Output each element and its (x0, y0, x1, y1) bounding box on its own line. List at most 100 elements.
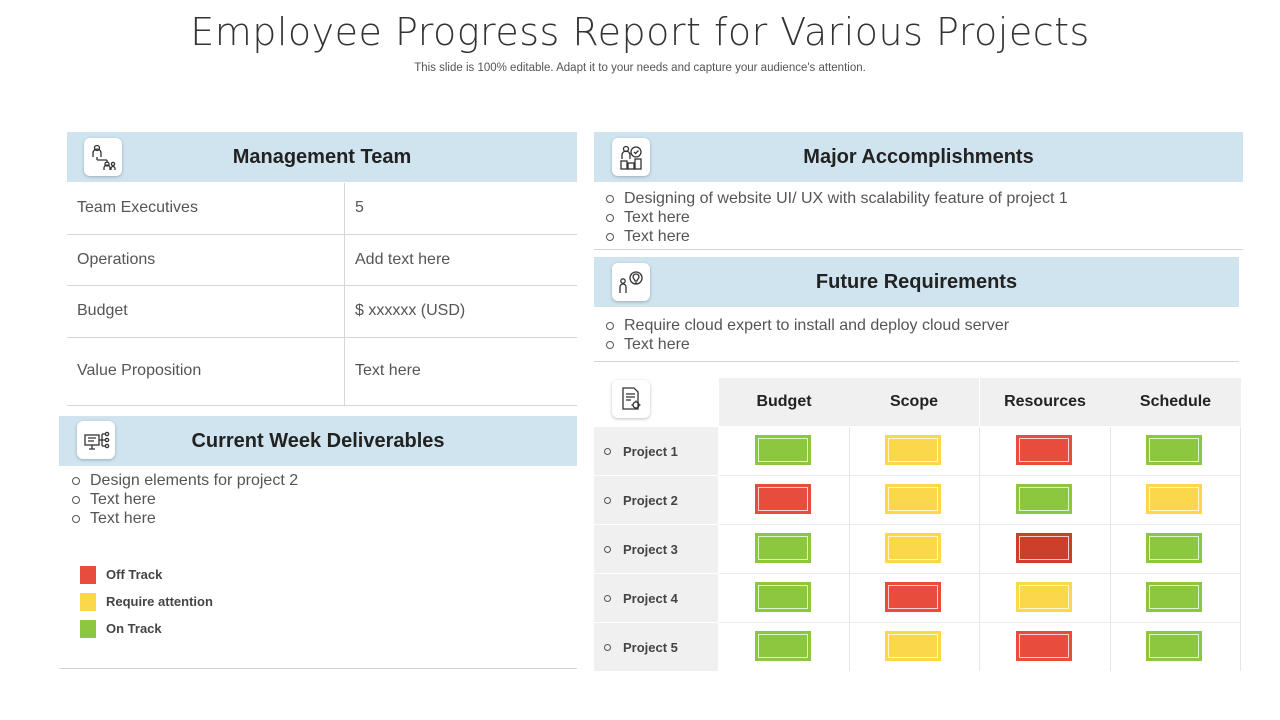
project-label: Project 3 (594, 525, 718, 573)
status-indicator-green (1016, 484, 1072, 514)
status-cell (980, 476, 1111, 524)
table-row: Project 1 (594, 427, 1241, 475)
status-cell (719, 623, 850, 671)
list-item: Design elements for project 2 (70, 471, 298, 490)
status-cell (849, 525, 980, 573)
status-indicator-green (755, 631, 811, 661)
status-cell (1110, 574, 1241, 622)
legend-swatch (80, 619, 96, 638)
divider (594, 361, 1239, 362)
list-item: Text here (70, 490, 298, 509)
project-label: Project 1 (594, 427, 718, 475)
status-cell (719, 427, 850, 475)
divider (719, 475, 1241, 476)
status-cell (849, 623, 980, 671)
presentation-network-icon (77, 421, 115, 459)
table-row: Project 2 (594, 476, 1241, 524)
status-cell (1110, 476, 1241, 524)
row-value: 5 (344, 183, 577, 235)
status-cell (719, 574, 850, 622)
project-label: Project 2 (594, 476, 718, 524)
deliverables-header: Current Week Deliverables (59, 416, 577, 466)
legend-swatch (80, 565, 96, 584)
status-cell (1110, 427, 1241, 475)
legend-swatch (80, 592, 96, 611)
accomplishments-title: Major Accomplishments (803, 145, 1034, 168)
management-team-header: Management Team (67, 132, 577, 182)
status-cell (980, 427, 1111, 475)
row-value: Text here (344, 337, 577, 406)
requirements-title: Future Requirements (815, 270, 1018, 293)
accomplishments-list: Designing of website UI/ UX with scalabi… (604, 189, 1068, 246)
list-item: Designing of website UI/ UX with scalabi… (604, 189, 1068, 208)
status-indicator-yellow (885, 533, 941, 563)
page-subtitle: This slide is 100% editable. Adapt it to… (414, 62, 866, 74)
accomplishments-header: Major Accomplishments (594, 132, 1243, 182)
team-hierarchy-icon (84, 138, 122, 176)
project-label: Project 5 (594, 623, 718, 671)
column-header-resources: Resources (980, 378, 1110, 426)
divider (719, 622, 1241, 623)
row-label: Operations (67, 234, 345, 286)
management-team-title: Management Team (232, 145, 412, 168)
divider (59, 668, 577, 669)
row-label: Value Proposition (67, 337, 345, 406)
row-label: Team Executives (67, 183, 345, 235)
status-cell (980, 525, 1111, 573)
table-row: Project 4 (594, 574, 1241, 622)
status-indicator-darkred (1016, 533, 1072, 563)
status-indicator-green (1146, 435, 1202, 465)
divider (719, 573, 1241, 574)
table-row: Operations Add text here (67, 234, 577, 286)
status-cell (849, 476, 980, 524)
status-cell (1110, 525, 1241, 573)
table-row: Team Executives 5 (67, 183, 577, 235)
status-cell (719, 525, 850, 573)
person-idea-icon (612, 263, 650, 301)
status-indicator-yellow (885, 631, 941, 661)
status-cell (980, 623, 1111, 671)
status-indicator-yellow (885, 484, 941, 514)
requirements-header: Future Requirements (594, 257, 1239, 307)
row-value: $ xxxxxx (USD) (344, 285, 577, 338)
status-legend: Off Track Require attention On Track (80, 561, 213, 642)
legend-item-on-track: On Track (80, 615, 213, 642)
requirements-list: Require cloud expert to install and depl… (604, 316, 1009, 354)
legend-item-off-track: Off Track (80, 561, 213, 588)
list-item: Text here (604, 208, 1068, 227)
table-row: Project 3 (594, 525, 1241, 573)
status-indicator-yellow (885, 435, 941, 465)
status-indicator-green (755, 582, 811, 612)
status-indicator-red (885, 582, 941, 612)
legend-item-require-attention: Require attention (80, 588, 213, 615)
page-title: Employee Progress Report for Various Pro… (190, 10, 1090, 54)
document-gear-icon (612, 380, 650, 418)
status-indicator-green (755, 435, 811, 465)
project-label: Project 4 (594, 574, 718, 622)
status-indicator-yellow (1016, 582, 1072, 612)
table-row: Project 5 (594, 623, 1241, 671)
status-indicator-red (1016, 435, 1072, 465)
divider (594, 249, 1243, 250)
status-cell (980, 574, 1111, 622)
column-header-scope: Scope (849, 378, 979, 426)
status-indicator-yellow (1146, 484, 1202, 514)
status-indicator-green (1146, 582, 1202, 612)
status-cell (849, 574, 980, 622)
list-item: Text here (604, 227, 1068, 246)
deliverables-title: Current Week Deliverables (191, 429, 445, 452)
list-item: Text here (604, 335, 1009, 354)
column-header-schedule: Schedule (1110, 378, 1241, 426)
status-indicator-red (755, 484, 811, 514)
table-row: Value Proposition Text here (67, 337, 577, 406)
status-indicator-green (755, 533, 811, 563)
status-cell (1110, 623, 1241, 671)
divider (719, 524, 1241, 525)
status-indicator-green (1146, 631, 1202, 661)
deliverables-list: Design elements for project 2 Text here … (70, 471, 298, 528)
management-team-table: Team Executives 5 Operations Add text here… (67, 183, 577, 406)
status-indicator-red (1016, 631, 1072, 661)
row-value: Add text here (344, 234, 577, 286)
table-row: Budget $ xxxxxx (USD) (67, 285, 577, 338)
status-cell (849, 427, 980, 475)
